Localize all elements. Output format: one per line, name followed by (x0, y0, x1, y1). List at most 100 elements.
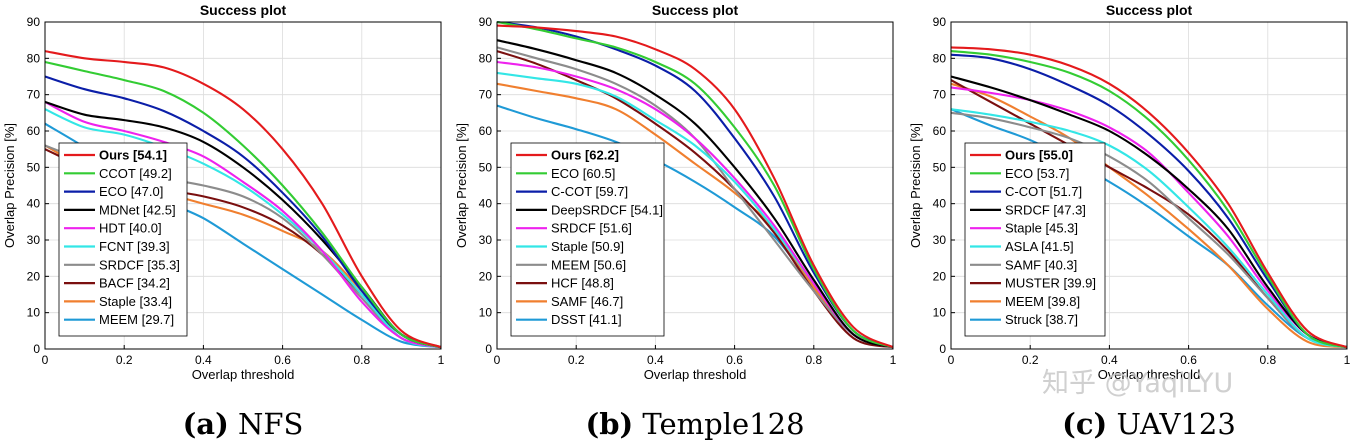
x-tick-label: 0.8 (805, 353, 822, 367)
y-axis-label: Overlap Precision [%] (908, 123, 923, 248)
x-tick-label: 1 (1344, 353, 1351, 367)
series-line-3 (496, 20, 894, 349)
y-tick-label: 60 (479, 124, 493, 138)
x-tick-label: 0.8 (1259, 353, 1276, 367)
x-tick-label: 0.2 (1022, 353, 1039, 367)
y-tick-label: 60 (27, 124, 41, 138)
legend-label: SAMF [46.7] (551, 294, 623, 309)
y-tick-label: 70 (27, 88, 41, 102)
y-tick-label: 20 (27, 269, 41, 283)
y-tick-label: 30 (933, 233, 947, 247)
series-line-3 (950, 53, 1348, 349)
series-line-6 (950, 108, 1348, 349)
series-line-1 (44, 50, 442, 349)
legend-label: FCNT [39.3] (99, 239, 170, 254)
legend-label: C-COT [59.7] (551, 184, 628, 199)
x-tick-label: 0 (948, 353, 955, 367)
legend: Ours [54.1] CCOT [49.2] ECO [47.0] MDNet [4… (58, 142, 188, 337)
plot-area (496, 21, 894, 350)
x-tick-label: 0.2 (116, 353, 133, 367)
legend-label: DSST [41.1] (551, 312, 622, 327)
series-line-2 (44, 60, 442, 349)
legend-label: Ours [55.0] (1005, 148, 1073, 163)
x-tick-label: 1 (438, 353, 445, 367)
y-tick-label: 0 (33, 342, 40, 356)
y-axis-label: Overlap Precision [%] (2, 123, 17, 248)
legend: Ours [55.0] ECO [53.7] C-COT [51.7] SRDCF [… (964, 142, 1106, 337)
x-tick-label: 0.4 (195, 353, 212, 367)
y-tick-label: 20 (479, 269, 493, 283)
series-line-5 (44, 100, 442, 349)
y-tick-label: 90 (479, 15, 493, 29)
legend-label: C-COT [51.7] (1005, 184, 1082, 199)
legend-box (58, 142, 188, 337)
y-tick-label: 0 (485, 342, 492, 356)
legend-label: MEEM [50.6] (551, 257, 626, 272)
x-axis-label: Overlap threshold (644, 367, 747, 382)
legend-label: MDNet [42.5] (99, 202, 176, 217)
y-tick-label: 50 (479, 160, 493, 174)
legend-label: Staple [45.3] (1005, 221, 1078, 236)
legend-label: SAMF [40.3] (1005, 257, 1077, 272)
subfigure-caption: (b) Temple128 (585, 407, 804, 441)
plot-area (44, 21, 442, 350)
legend-label: Staple [50.9] (551, 239, 624, 254)
legend-label: Struck [38.7] (1005, 312, 1078, 327)
legend-label: BACF [34.2] (99, 276, 170, 291)
y-tick-label: 80 (479, 51, 493, 65)
x-tick-label: 0.6 (726, 353, 743, 367)
legend-box (964, 142, 1106, 337)
legend-label: Staple [33.4] (99, 294, 172, 309)
x-tick-label: 0.4 (1101, 353, 1118, 367)
x-tick-label: 0 (494, 353, 501, 367)
y-tick-label: 40 (27, 197, 41, 211)
y-tick-label: 50 (933, 160, 947, 174)
subfigure-caption: (a) NFS (183, 407, 304, 441)
legend-box (510, 142, 665, 337)
legend: Ours [62.2] ECO [60.5] C-COT [59.7] DeepSRD… (510, 142, 665, 337)
y-tick-label: 90 (27, 15, 41, 29)
y-tick-label: 30 (479, 233, 493, 247)
x-tick-label: 0.6 (274, 353, 291, 367)
series-line-4 (496, 39, 894, 349)
legend-label: SRDCF [47.3] (1005, 202, 1086, 217)
y-tick-label: 50 (27, 160, 41, 174)
y-tick-label: 80 (933, 51, 947, 65)
legend-label: CCOT [49.2] (99, 166, 172, 181)
legend-label: ECO [60.5] (551, 166, 615, 181)
legend-label: ASLA [41.5] (1005, 239, 1074, 254)
y-tick-label: 40 (933, 197, 947, 211)
series-line-6 (44, 108, 442, 349)
y-tick-label: 20 (933, 269, 947, 283)
plot-area (950, 21, 1348, 350)
legend-label: HCF [48.8] (551, 276, 614, 291)
watermark-text: 知乎 @YaqiLYU (1042, 368, 1233, 399)
y-tick-label: 30 (27, 233, 41, 247)
chart-title: Success plot (1106, 2, 1193, 18)
x-axis-label: Overlap threshold (1098, 367, 1201, 382)
series-line-2 (496, 20, 894, 349)
series-line-5 (950, 86, 1348, 349)
legend-label: SRDCF [35.3] (99, 257, 180, 272)
x-tick-label: 0.4 (647, 353, 664, 367)
series-line-9 (950, 82, 1348, 349)
legend-label: ECO [53.7] (1005, 166, 1069, 181)
x-tick-label: 0 (42, 353, 49, 367)
legend-label: HDT [40.0] (99, 221, 162, 236)
x-tick-label: 0.6 (1180, 353, 1197, 367)
y-tick-label: 10 (479, 306, 493, 320)
series-line-4 (950, 75, 1348, 349)
x-tick-label: 0.2 (568, 353, 585, 367)
series-line-10 (950, 108, 1348, 349)
subfigure-caption: (c) UAV123 (1062, 407, 1236, 441)
y-tick-label: 60 (933, 124, 947, 138)
legend-label: DeepSRDCF [54.1] (551, 202, 663, 217)
y-tick-label: 70 (479, 88, 493, 102)
legend-label: MEEM [29.7] (99, 312, 174, 327)
x-tick-label: 1 (890, 353, 897, 367)
series-line-1 (496, 24, 894, 349)
caption-dataset-name: Temple128 (633, 407, 804, 441)
series-line-7 (950, 111, 1348, 349)
